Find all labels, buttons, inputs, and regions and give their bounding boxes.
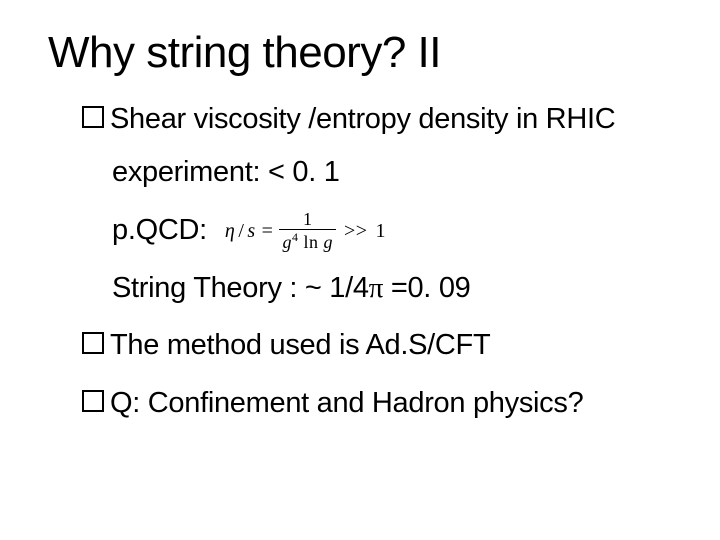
pqcd-formula: η / s = 1 g4 ln g >> 1 [225, 210, 386, 251]
formula-rhs: 1 [376, 221, 387, 241]
bullet-icon [82, 390, 104, 412]
bullet-method-row: The method used is Ad.S/CFT [48, 326, 672, 365]
bullet-1-line-b: experiment: < 0. 1 [112, 153, 340, 192]
formula-den-ln: ln [298, 232, 323, 252]
bullet-1-row: Shear viscosity /entropy density in RHIC [48, 100, 672, 139]
bullet-1-line-a: Shear viscosity /entropy density in RHIC [110, 100, 615, 139]
formula-den-g4: g [282, 232, 292, 252]
formula-den: g4 ln g [279, 231, 336, 251]
formula-gg: >> [344, 221, 368, 241]
formula-bar [279, 229, 336, 230]
string-theory-block: String Theory : ~ 1/4π =0. 09 [48, 269, 672, 308]
formula-slash: / [238, 221, 244, 241]
slide: Why string theory? II Shear viscosity /e… [0, 0, 720, 540]
bullet-method-block: The method used is Ad.S/CFT [48, 326, 672, 365]
formula-frac: 1 g4 ln g [279, 210, 336, 251]
slide-title: Why string theory? II [48, 28, 672, 78]
string-theory-b: =0. 09 [383, 272, 470, 304]
bullet-icon [82, 106, 104, 128]
bullet-icon [82, 332, 104, 354]
formula-s: s [247, 221, 255, 241]
bullet-1-block: Shear viscosity /entropy density in RHIC… [48, 100, 672, 192]
formula-eq: = [262, 221, 274, 241]
string-theory-text: String Theory : ~ 1/4π =0. 09 [112, 269, 470, 308]
string-theory-a: String Theory : ~ 1/4 [112, 272, 369, 304]
pi-symbol: π [369, 272, 383, 304]
formula-den-g: g [323, 232, 333, 252]
bullet-1-cont: experiment: < 0. 1 [48, 153, 672, 192]
formula-num: 1 [300, 210, 316, 228]
bullet-method-text: The method used is Ad.S/CFT [110, 326, 490, 365]
pqcd-label: p.QCD: [112, 211, 207, 250]
string-theory-row: String Theory : ~ 1/4π =0. 09 [48, 269, 672, 308]
bullet-q-text: Q: Confinement and Hadron physics? [110, 384, 583, 423]
bullet-q-block: Q: Confinement and Hadron physics? [48, 384, 672, 423]
formula-eta: η [225, 221, 235, 241]
bullet-q-row: Q: Confinement and Hadron physics? [48, 384, 672, 423]
pqcd-row: p.QCD: η / s = 1 g4 ln g >> 1 [48, 210, 672, 251]
